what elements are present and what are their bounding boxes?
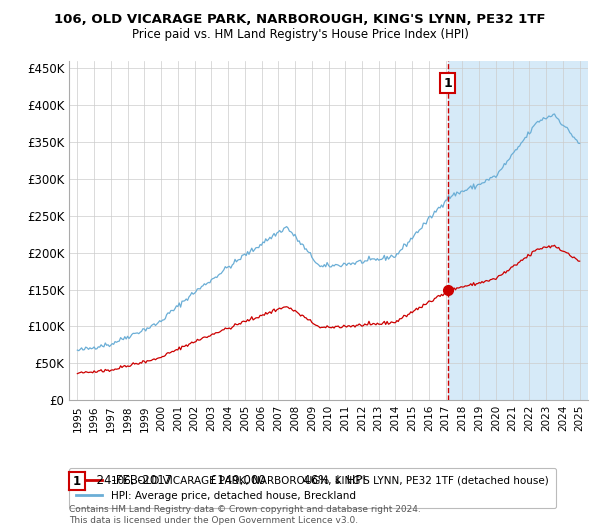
Text: 1: 1 (73, 475, 81, 488)
Text: 1: 1 (443, 76, 452, 90)
Text: 106, OLD VICARAGE PARK, NARBOROUGH, KING'S LYNN, PE32 1TF: 106, OLD VICARAGE PARK, NARBOROUGH, KING… (54, 13, 546, 26)
Bar (448, 61, 588, 400)
Text: 24-FEB-2017          £149,000          46% ↓ HPI: 24-FEB-2017 £149,000 46% ↓ HPI (89, 474, 365, 487)
Text: Price paid vs. HM Land Registry's House Price Index (HPI): Price paid vs. HM Land Registry's House … (131, 28, 469, 41)
Legend: 106, OLD VICARAGE PARK, NARBOROUGH, KING'S LYNN, PE32 1TF (detached house), HPI:: 106, OLD VICARAGE PARK, NARBOROUGH, KING… (69, 468, 556, 508)
Text: Contains HM Land Registry data © Crown copyright and database right 2024.
This d: Contains HM Land Registry data © Crown c… (69, 506, 421, 525)
